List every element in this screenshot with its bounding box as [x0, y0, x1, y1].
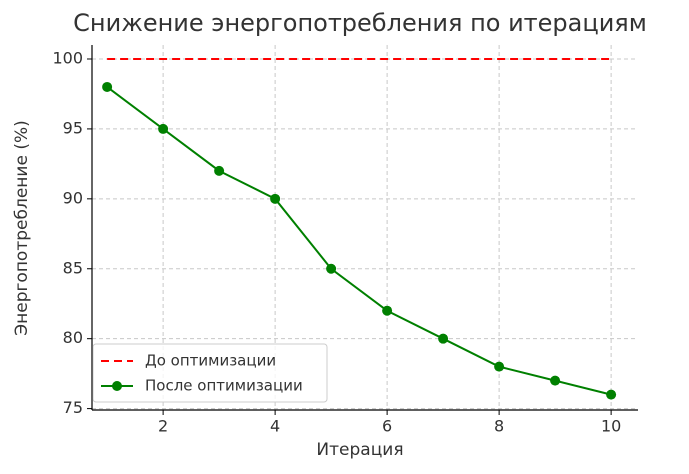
- point: [158, 123, 169, 134]
- x-tick-label: 10: [601, 417, 621, 436]
- legend-label: До оптимизации: [145, 352, 276, 370]
- point: [606, 389, 617, 400]
- y-axis-label: Энергопотребление (%): [12, 120, 32, 336]
- y-tick-label: 75: [63, 398, 83, 417]
- x-axis-label: Итерация: [316, 440, 403, 460]
- legend: До оптимизации После оптимизации: [92, 343, 328, 403]
- legend-marker: [112, 381, 122, 391]
- point: [102, 81, 113, 92]
- x-tick-label: 8: [494, 417, 504, 436]
- point: [494, 361, 505, 372]
- y-tick-label: 80: [63, 328, 83, 347]
- y-tick-label: 85: [63, 258, 83, 277]
- y-tick-label: 100: [52, 48, 83, 67]
- series-line: [106, 86, 612, 396]
- x-tick-label: 4: [270, 417, 280, 436]
- point: [550, 375, 561, 386]
- x-tick-label: 2: [158, 417, 168, 436]
- point: [270, 193, 281, 204]
- point: [382, 305, 393, 316]
- legend-box: [92, 343, 328, 403]
- legend-label: После оптимизации: [145, 377, 303, 395]
- y-tick-label: 90: [63, 188, 83, 207]
- y-tick-label: 95: [63, 118, 83, 137]
- point: [326, 263, 337, 274]
- chart-title: Снижение энергопотребления по итерациям: [73, 9, 647, 37]
- x-tick-label: 6: [382, 417, 392, 436]
- point: [214, 165, 225, 176]
- point: [438, 333, 449, 344]
